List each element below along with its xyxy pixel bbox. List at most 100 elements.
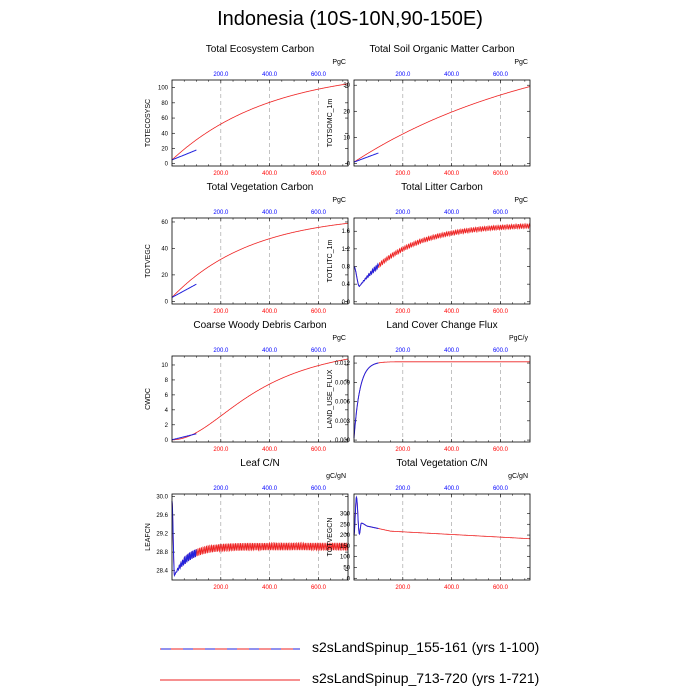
series-line-155-161 <box>171 283 197 298</box>
series-line-713-720 <box>171 83 348 161</box>
chart-title: Total Ecosystem Carbon <box>206 44 314 55</box>
y-tick-label: 1.6 <box>342 229 351 235</box>
y-tick-label: 1.2 <box>342 247 351 253</box>
bottom-tick-label: 400.0 <box>262 171 278 177</box>
bottom-tick-label: 400.0 <box>444 309 460 315</box>
top-tick-label: 200.0 <box>395 210 411 216</box>
top-tick-label: 400.0 <box>262 210 278 216</box>
top-tick-label: 600.0 <box>493 348 509 354</box>
y-axis-label: TOTECOSYSC <box>145 99 152 147</box>
y-tick-label: 10 <box>343 135 350 141</box>
y-tick-label: 6 <box>165 393 169 399</box>
bottom-tick-label: 200.0 <box>213 171 229 177</box>
y-tick-label: 50 <box>343 565 350 571</box>
bottom-tick-label: 600.0 <box>493 171 509 177</box>
series-line-155-161 <box>353 152 379 163</box>
top-tick-label: 400.0 <box>444 348 460 354</box>
bottom-tick-label: 400.0 <box>444 585 460 591</box>
y-tick-label: 0.006 <box>335 400 351 406</box>
series-line-155-161 <box>171 149 197 161</box>
legend-dashed-line-swatch <box>160 648 300 650</box>
bottom-tick-label: 600.0 <box>493 447 509 453</box>
units-label: PgC <box>514 197 528 204</box>
y-tick-label: 250 <box>340 522 351 528</box>
plot-frame <box>353 355 531 443</box>
y-axis-label: CWDC <box>145 388 152 410</box>
chart-title: Coarse Woody Debris Carbon <box>193 320 326 331</box>
bottom-tick-label: 200.0 <box>395 309 411 315</box>
chart-title: Land Cover Change Flux <box>386 320 497 331</box>
series-line-155-161 <box>353 495 379 536</box>
bottom-tick-label: 600.0 <box>311 585 327 591</box>
y-tick-label: 0 <box>347 161 351 167</box>
chart-panel: Leaf C/N gC/gN LEAFCN 200.0 200.0 400.0 400.0 6… <box>145 458 349 591</box>
plot-frame <box>171 217 349 305</box>
series-line-155-161 <box>171 500 197 577</box>
y-tick-label: 60 <box>161 220 168 226</box>
bottom-tick-label: 600.0 <box>493 309 509 315</box>
y-tick-label: 30.0 <box>156 494 168 500</box>
y-tick-label: 0 <box>347 576 351 582</box>
y-tick-label: 0 <box>165 438 169 444</box>
bottom-tick-label: 200.0 <box>395 585 411 591</box>
top-tick-label: 600.0 <box>311 72 327 78</box>
bottom-tick-label: 400.0 <box>262 585 278 591</box>
top-tick-label: 400.0 <box>262 486 278 492</box>
plot-frame <box>171 355 349 443</box>
page-title: Indonesia (10S-10N,90-150E) <box>217 8 483 30</box>
bottom-tick-label: 400.0 <box>444 171 460 177</box>
y-tick-label: 0.4 <box>342 282 351 288</box>
series-line-713-720 <box>353 86 531 163</box>
bottom-tick-label: 600.0 <box>311 171 327 177</box>
y-tick-label: 29.6 <box>156 513 168 519</box>
chart-panel: Total Soil Organic Matter CarbonPgCTOTSO… <box>327 44 531 177</box>
chart-title: Total Vegetation C/N <box>396 458 487 469</box>
series-line-713-720 <box>172 358 348 441</box>
top-tick-label: 200.0 <box>395 72 411 78</box>
bottom-tick-label: 200.0 <box>213 309 229 315</box>
bottom-tick-label: 400.0 <box>444 447 460 453</box>
series-line-713-720 <box>353 495 530 540</box>
y-tick-label: 0.003 <box>335 419 351 425</box>
units-label: PgC <box>332 197 346 204</box>
y-tick-label: 8 <box>165 378 169 384</box>
top-tick-label: 600.0 <box>493 210 509 216</box>
y-tick-label: 4 <box>165 408 169 414</box>
top-tick-label: 600.0 <box>311 210 327 216</box>
chart-title: Total Soil Organic Matter Carbon <box>369 44 514 55</box>
y-tick-label: 40 <box>161 131 168 137</box>
chart-panel: Total Litter Carbon PgC TOTLITC_1m 200.0 200… <box>327 182 531 315</box>
chart-panel: Total Vegetation CarbonPgCTOTVEGC200.020… <box>145 182 349 315</box>
y-tick-label: 28.4 <box>156 569 168 575</box>
top-tick-label: 200.0 <box>213 72 229 78</box>
series-line-155-161 <box>353 362 379 439</box>
plot-frame <box>353 493 531 581</box>
units-label: PgC <box>332 59 346 66</box>
plot-frame <box>353 217 531 305</box>
series-line-713-720 <box>353 222 531 287</box>
top-tick-label: 200.0 <box>395 348 411 354</box>
bottom-tick-label: 200.0 <box>213 585 229 591</box>
top-tick-label: 600.0 <box>493 486 509 492</box>
series-line-155-161 <box>353 262 379 288</box>
units-label: PgC/y <box>509 335 529 342</box>
chart-title: Total Vegetation Carbon <box>207 182 314 193</box>
top-tick-label: 200.0 <box>395 486 411 492</box>
top-tick-label: 200.0 <box>213 348 229 354</box>
top-tick-label: 400.0 <box>444 486 460 492</box>
bottom-tick-label: 200.0 <box>395 447 411 453</box>
y-tick-label: 20 <box>161 273 168 279</box>
top-tick-label: 200.0 <box>213 486 229 492</box>
top-tick-label: 400.0 <box>444 210 460 216</box>
y-tick-label: 2 <box>165 423 169 429</box>
y-tick-label: 29.2 <box>156 532 168 538</box>
y-tick-label: 300 <box>340 511 351 517</box>
y-tick-label: 30 <box>343 83 350 89</box>
units-label: PgC <box>332 335 346 342</box>
series-line-713-720 <box>171 222 348 298</box>
top-tick-label: 400.0 <box>262 348 278 354</box>
legend-solid-line-swatch <box>160 679 300 681</box>
series-line-713-720 <box>171 500 349 577</box>
y-axis-label: LAND_USE_FLUX <box>327 369 334 428</box>
top-tick-label: 600.0 <box>311 348 327 354</box>
